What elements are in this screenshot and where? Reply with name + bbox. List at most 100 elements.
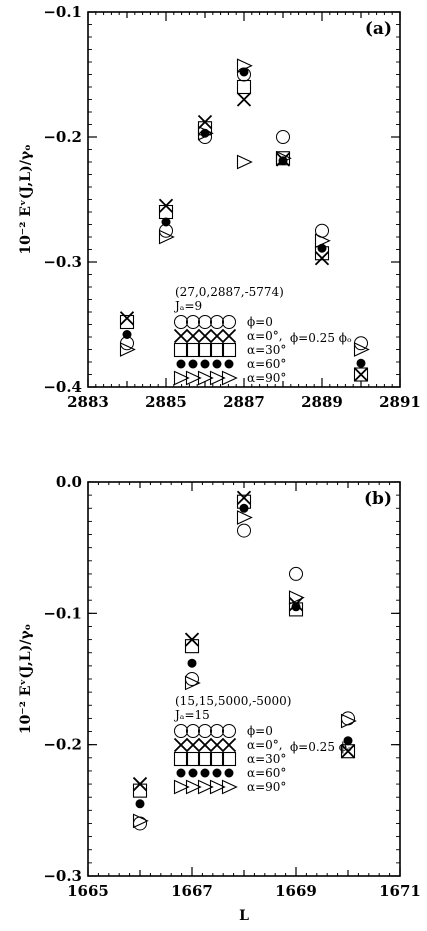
- data-point: [343, 736, 353, 746]
- panel-label: (b): [364, 489, 392, 509]
- legend-marker: [173, 328, 189, 344]
- legend-marker: [197, 779, 214, 795]
- plot-frame: [87, 481, 401, 877]
- legend-entry: ϕ=0: [247, 315, 273, 329]
- legend-marker: [185, 342, 201, 358]
- legend-marker: [176, 359, 186, 369]
- data-point: [291, 602, 301, 612]
- data-point: [119, 314, 135, 330]
- data-point: [314, 251, 330, 266]
- data-point: [275, 150, 292, 166]
- chart-panel-2: 1665 1667 1669 1671 0.0 −0.1 −0.2 −0.3 (b) 10⁻² E…: [18, 473, 421, 924]
- data-point: [184, 675, 201, 691]
- legend-marker: [209, 779, 226, 795]
- series-circle: [133, 523, 355, 831]
- legend-marker: [197, 751, 213, 767]
- legend-title: (15,15,5000,-5000): [175, 694, 291, 708]
- series-dot: [122, 67, 366, 368]
- data-point: [317, 243, 327, 253]
- x-tick-label: 2889: [301, 393, 343, 411]
- legend-marker: [197, 370, 214, 386]
- data-point: [239, 503, 249, 513]
- legend-entry: ϕ=0: [247, 724, 273, 738]
- legend-marker: [200, 768, 210, 778]
- series-circle: [120, 67, 368, 351]
- legend-marker: [185, 328, 201, 344]
- data-point: [236, 510, 253, 525]
- legend-marker: [209, 751, 225, 767]
- legend-entry: α=0°,: [247, 738, 283, 752]
- y-axis-title: 10⁻² Eᵛ(J,L)/γₒ: [18, 624, 34, 734]
- data-point: [122, 330, 132, 339]
- legend-marker: [221, 342, 237, 358]
- data-point: [288, 590, 305, 605]
- y-tick-label: −0.4: [43, 378, 82, 396]
- legend-marker: [209, 737, 225, 753]
- x-axis-title: L: [239, 908, 249, 924]
- legend-marker: [224, 359, 234, 369]
- legend-marker: [198, 315, 212, 329]
- legend-entry: α=0°,: [247, 329, 283, 343]
- data-point: [161, 217, 171, 227]
- legend-marker: [200, 359, 210, 369]
- data-point: [289, 566, 303, 581]
- data-point: [276, 130, 290, 144]
- legend-marker: [197, 342, 213, 358]
- data-point: [340, 744, 356, 759]
- legend-marker: [185, 779, 202, 795]
- legend-phi-note: ϕ=0.25 ϕₒ: [290, 740, 352, 754]
- legend-marker: [174, 724, 188, 738]
- y-tick-label: 0.0: [56, 473, 82, 491]
- data-point: [184, 639, 200, 654]
- legend-marker: [188, 359, 198, 369]
- series-triangle: [119, 58, 370, 357]
- data-point: [356, 358, 366, 368]
- legend-marker: [173, 779, 190, 795]
- data-point: [340, 713, 357, 729]
- legend-marker: [221, 737, 237, 753]
- y-tick-label: −0.1: [43, 3, 82, 21]
- legend-marker: [197, 737, 213, 753]
- x-tick-label: 1665: [67, 882, 109, 900]
- legend-marker: [209, 342, 225, 358]
- x-tick-label: 2887: [223, 393, 265, 411]
- data-point: [236, 79, 252, 95]
- legend-marker: [210, 315, 224, 329]
- legend-entry: α=30°: [247, 343, 286, 357]
- legend-marker: [173, 737, 189, 753]
- legend-marker: [222, 315, 236, 329]
- legend-marker: [197, 328, 213, 344]
- y-tick-label: −0.3: [43, 253, 82, 271]
- legend-marker: [174, 315, 188, 329]
- legend-marker: [198, 724, 212, 738]
- x-tick-label: 2883: [67, 393, 109, 411]
- data-point: [119, 311, 135, 326]
- data-point: [236, 58, 253, 74]
- data-point: [135, 799, 145, 809]
- legend-marker: [221, 370, 238, 386]
- x-tick-label: 1669: [275, 882, 317, 900]
- y-axis-title: 10⁻² Eᵛ(J,L)/γₒ: [18, 144, 34, 254]
- legend-marker: [222, 724, 236, 738]
- legend-marker: [185, 370, 202, 386]
- legend-marker: [173, 342, 189, 358]
- data-point: [187, 658, 197, 668]
- data-point: [236, 154, 253, 170]
- y-tick-label: −0.2: [43, 736, 82, 754]
- legend-phi-note: ϕ=0.25 ϕₒ: [290, 331, 352, 345]
- legend: (15,15,5000,-5000)Jₐ=15 ϕ=0α=0°,α=30°α=60…: [173, 694, 352, 795]
- series-triangle: [132, 510, 357, 829]
- legend-entry: α=60°: [247, 357, 286, 371]
- data-point: [236, 92, 252, 107]
- legend: (27,0,2887,-5774)Jₐ=9 ϕ=0α=0°,α=30°α=60°α…: [173, 285, 352, 386]
- legend-marker: [173, 751, 189, 767]
- x-tick-label: 1667: [171, 882, 213, 900]
- legend-marker: [188, 768, 198, 778]
- x-tick-label: 2885: [145, 393, 187, 411]
- x-tick-label: 1671: [379, 882, 421, 900]
- legend-marker: [212, 768, 222, 778]
- legend-entry: α=90°: [247, 780, 286, 794]
- legend-marker: [221, 751, 237, 767]
- legend-marker: [210, 724, 224, 738]
